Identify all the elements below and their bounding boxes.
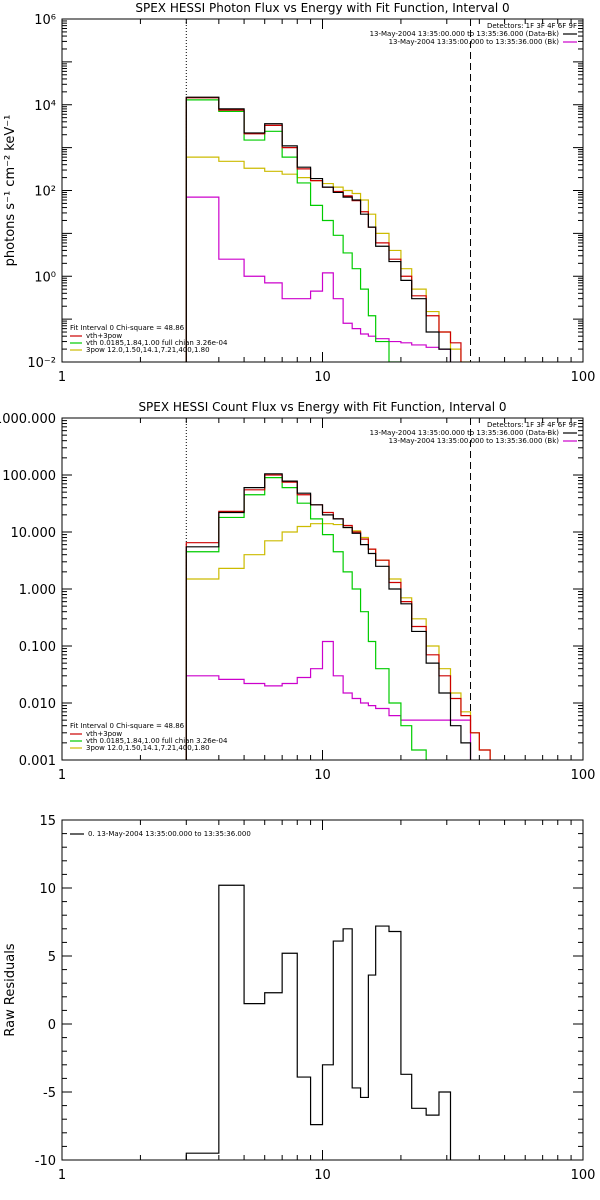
legend-entry-label: 13-May-2004 13:35:00.000 to 13:35:36.000…	[370, 30, 560, 38]
plot-frame	[61, 819, 584, 1161]
x-tick-label: 1	[58, 1168, 66, 1183]
y-tick-label: 10⁴	[34, 99, 56, 114]
y-tick-label: -10	[35, 1154, 56, 1169]
plot-area	[185, 884, 452, 1160]
series-line-bk	[185, 640, 472, 760]
y-tick-label: 10	[39, 882, 56, 897]
fit-legend-entry-label: vth 0.0185,1.84,1.00 full chian 3.26e-04	[86, 339, 228, 347]
y-tick-label: 0	[48, 1018, 56, 1033]
y-tick-label: 5	[48, 950, 56, 965]
plot-area	[185, 473, 491, 760]
y-tick-label: 100.000	[2, 469, 56, 484]
legend-entry-label: 0. 13-May-2004 13:35:00.000 to 13:35:36.…	[88, 830, 251, 838]
legend-entry-label: 13-May-2004 13:35:00.000 to 13:35:36.000…	[389, 38, 560, 46]
x-tick-label: 1	[58, 370, 66, 385]
series-line-data-bk	[185, 96, 452, 362]
fit-legend-entry-label: vth 0.0185,1.84,1.00 full chian 3.26e-04	[86, 737, 228, 745]
chart-title: SPEX HESSI Count Flux vs Energy with Fit…	[138, 400, 506, 414]
x-tick-label: 100	[571, 768, 596, 783]
y-tick-label: 1.000	[19, 583, 56, 598]
chart-panel-1: SPEX HESSI Photon Flux vs Energy with Fi…	[3, 1, 595, 385]
fit-legend-entry-label: 3pow 12.0,1.50,14.1,7.21,400,1.80	[86, 744, 210, 752]
y-axis-label: photons s⁻¹ cm⁻² keV⁻¹	[3, 115, 18, 267]
series-line-vth	[185, 477, 427, 760]
legend-header: Detectors: 1F 3F 4F 6F 9F	[487, 22, 577, 30]
series-line-3pow	[185, 523, 491, 760]
series-line-bk	[185, 196, 452, 362]
fit-legend-entry-label: vth+3pow	[86, 730, 122, 738]
y-tick-label: 10⁻²	[27, 356, 56, 371]
y-tick-label: 10⁶	[34, 13, 56, 28]
series-line-vth-3pow	[185, 97, 462, 362]
fit-legend-entry-label: 3pow 12.0,1.50,14.1,7.21,400,1.80	[86, 346, 210, 354]
y-tick-label: 10.000	[11, 526, 57, 541]
x-tick-label: 100	[571, 370, 596, 385]
x-tick-label: 10	[314, 1168, 331, 1183]
chart-panel-2: SPEX HESSI Count Flux vs Energy with Fit…	[0, 400, 595, 783]
plot-frame	[61, 18, 584, 363]
legend-entry-label: 13-May-2004 13:35:00.000 to 13:35:36.000…	[389, 437, 560, 445]
y-tick-label: 0.010	[19, 697, 56, 712]
legend-header: Detectors: 1F 3F 4F 6F 9F	[487, 421, 577, 429]
y-tick-label: -5	[43, 1086, 56, 1101]
legend-entry-label: 13-May-2004 13:35:00.000 to 13:35:36.000…	[370, 429, 560, 437]
x-tick-label: 10	[314, 768, 331, 783]
y-tick-label: 10²	[34, 185, 56, 200]
series-line-vth	[185, 99, 401, 362]
y-tick-label: 0.001	[19, 754, 56, 769]
chart-panel-3: Raw Residuals 1 10 100 -10 -5 0 5 10 15 0. 13-May-…	[3, 814, 595, 1183]
y-tick-label: 0.100	[19, 640, 56, 655]
y-tick-label: 10⁰	[34, 270, 56, 285]
chart-title: SPEX HESSI Photon Flux vs Energy with Fi…	[135, 1, 509, 15]
series-line-data-bk	[185, 473, 472, 760]
x-tick-label: 100	[571, 1168, 596, 1183]
fit-legend-header: Fit Interval 0 Chi-square = 48.86	[70, 324, 185, 332]
series-line-vth-3pow	[185, 474, 491, 760]
fit-legend-entry-label: vth+3pow	[86, 332, 122, 340]
y-tick-label: 15	[39, 814, 56, 829]
plot-area	[185, 96, 471, 362]
y-tick-label: 1000.000	[0, 412, 56, 427]
y-axis-label: Raw Residuals	[3, 943, 18, 1036]
series-line-residuals	[185, 884, 452, 1160]
x-tick-label: 10	[314, 370, 331, 385]
plot-frame	[61, 417, 584, 761]
fit-legend-header: Fit Interval 0 Chi-square = 48.86	[70, 722, 185, 730]
x-tick-label: 1	[58, 768, 66, 783]
